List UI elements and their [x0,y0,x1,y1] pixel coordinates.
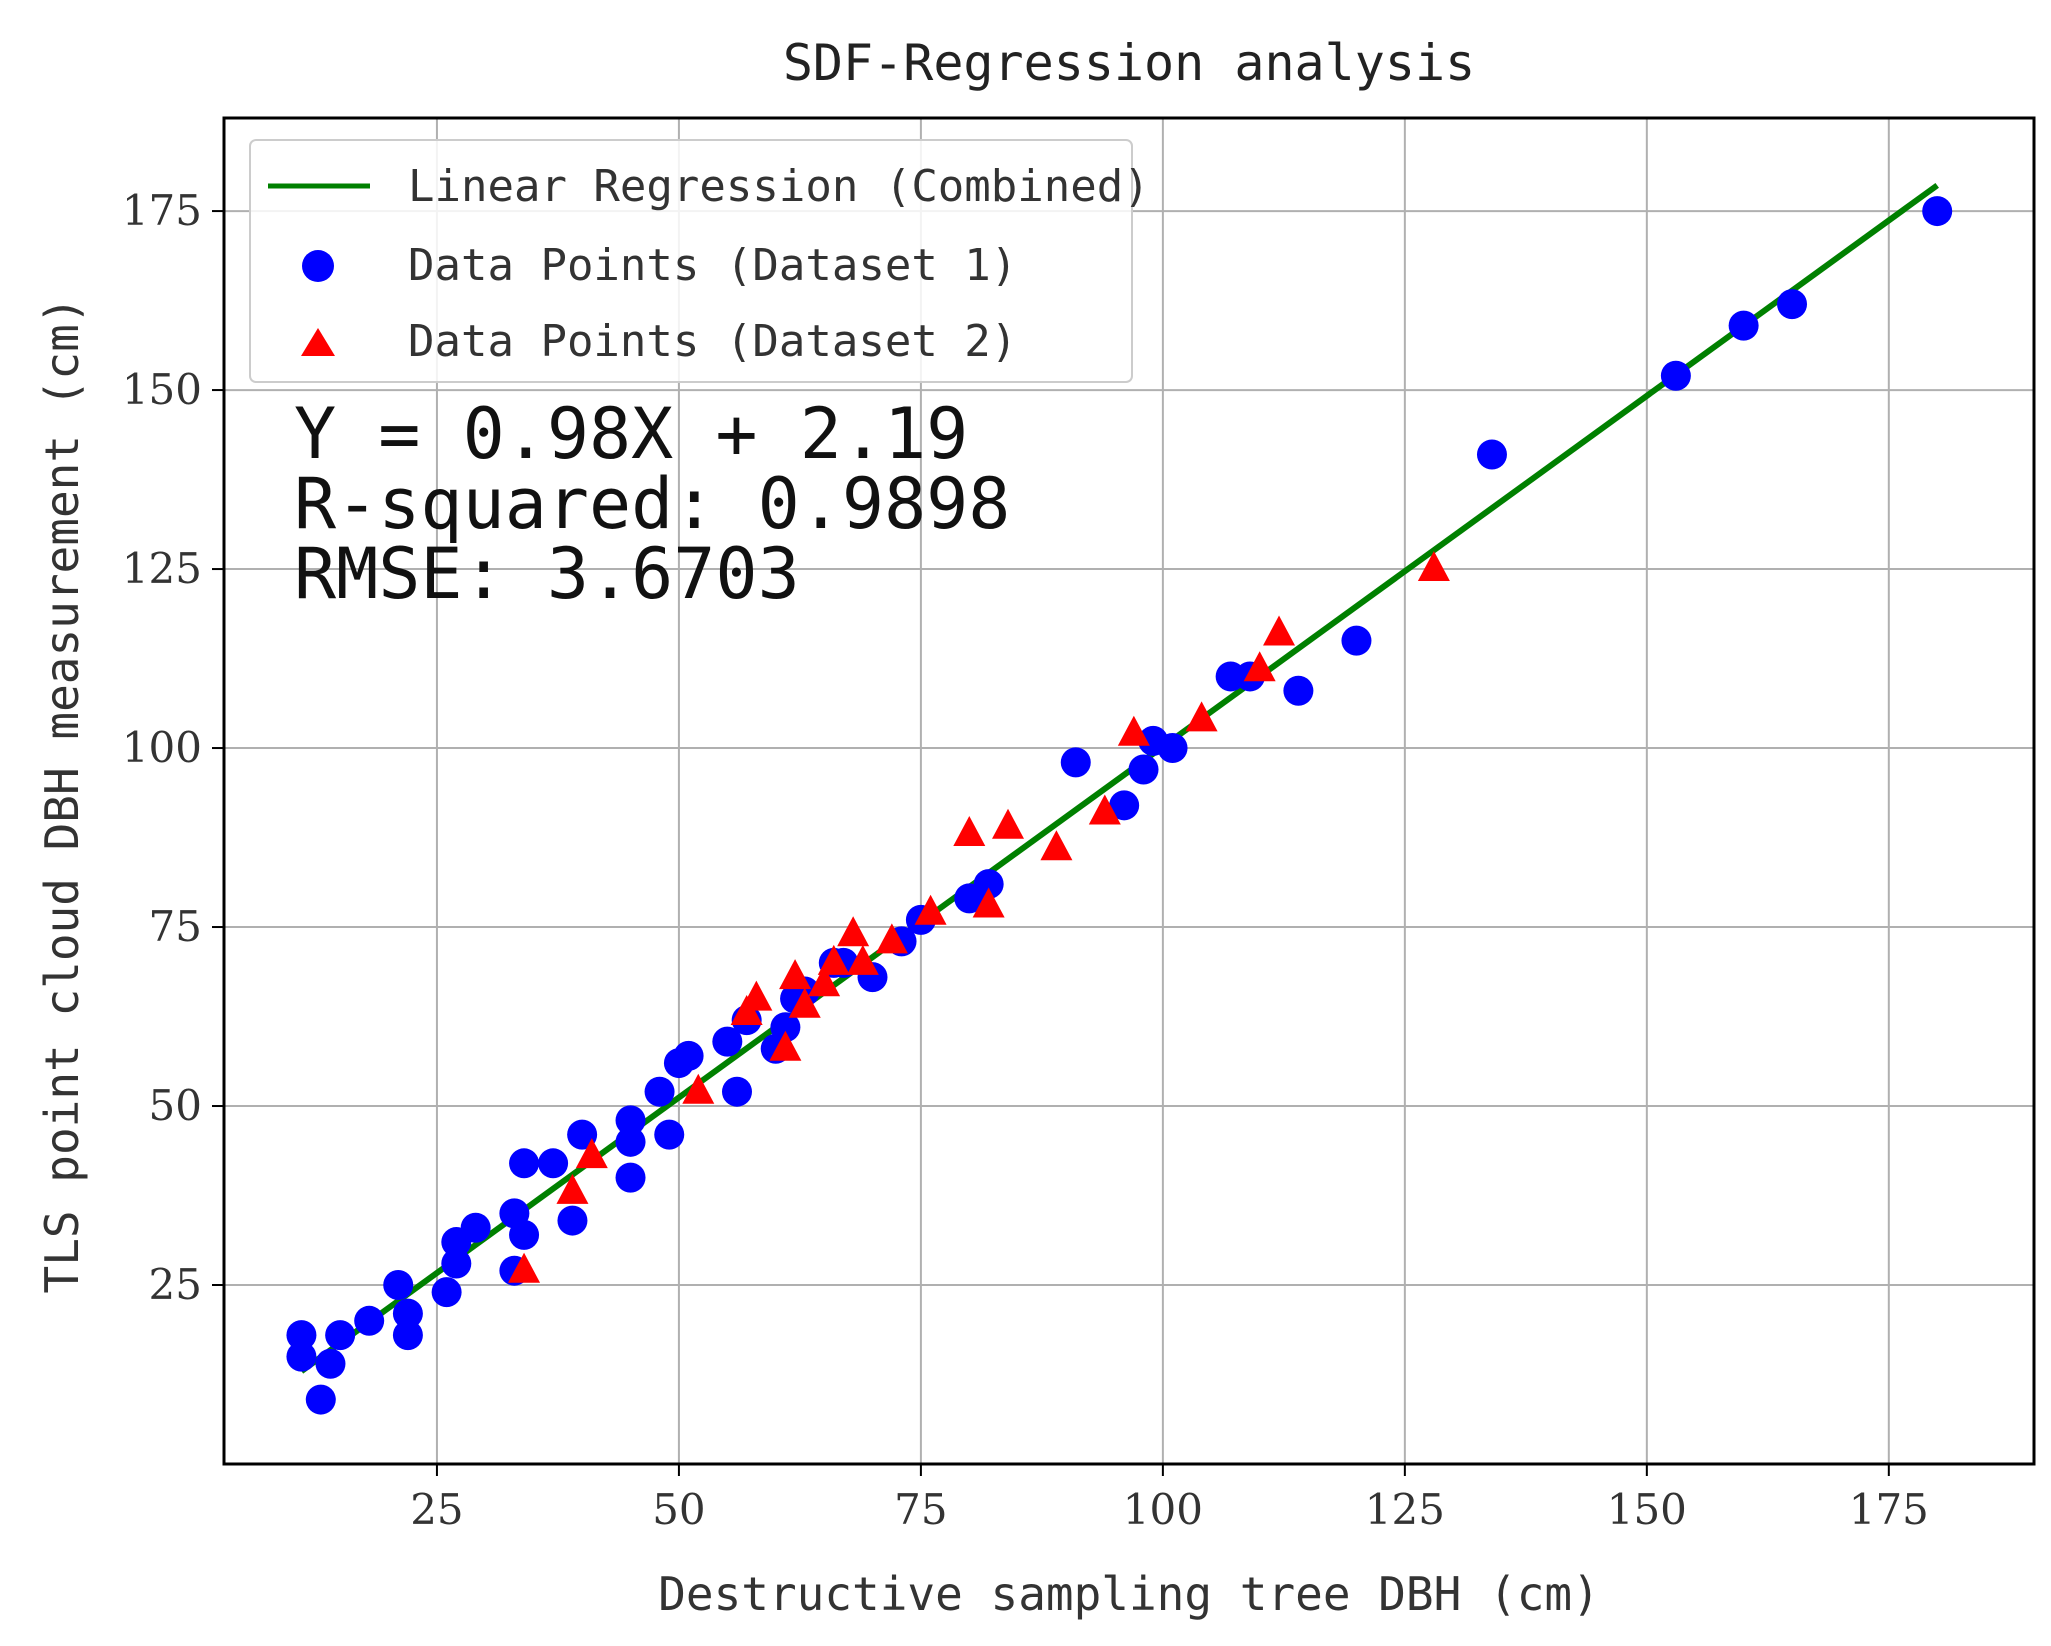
x-tick-label: 150 [1607,1485,1687,1534]
data-point-dataset-2 [914,894,947,925]
r-squared-text: R-squared: 0.9898 [294,463,1010,545]
legend-entry-regression: Linear Regression (Combined) [408,161,1150,212]
data-point-dataset-1 [305,1384,336,1415]
data-point-dataset-2 [788,987,821,1018]
data-point-dataset-1 [509,1219,540,1250]
data-point-dataset-2 [779,959,812,990]
y-tick-label: 25 [149,1260,202,1309]
data-point-dataset-1 [770,1012,801,1043]
y-tick-label: 175 [122,186,202,235]
x-tick-label: 75 [894,1485,947,1534]
data-point-dataset-2 [992,808,1025,839]
x-tick-label: 100 [1123,1485,1203,1534]
x-tick-label: 125 [1365,1485,1445,1534]
axis-ticks: 25 50 75 100 125 150 175 25 50 75 100 125 150 175 [122,186,1929,1534]
data-point-dataset-1 [1060,747,1091,778]
y-tick-label: 125 [122,544,202,593]
data-point-dataset-1 [557,1205,588,1236]
data-point-dataset-1 [712,1026,743,1057]
data-point-dataset-1 [431,1277,462,1308]
legend: Linear Regression (Combined) Data Points… [249,139,1150,383]
data-point-dataset-1 [615,1105,646,1136]
x-tick-label: 50 [652,1485,705,1534]
data-point-dataset-1 [315,1348,346,1379]
data-point-dataset-2 [1088,794,1121,825]
data-point-dataset-1 [567,1119,598,1150]
data-point-dataset-1 [721,1076,752,1107]
data-point-dataset-1 [392,1320,423,1351]
data-point-dataset-2 [817,944,850,975]
x-tick-label: 175 [1849,1485,1929,1534]
data-point-dataset-2 [1243,651,1276,682]
data-point-dataset-2 [1417,551,1450,582]
data-point-dataset-2 [808,966,841,997]
data-point-dataset-2 [1263,615,1296,646]
data-point-dataset-2 [953,815,986,846]
y-tick-label: 100 [122,723,202,772]
chart-title: SDF-Regression analysis [783,34,1475,92]
data-point-dataset-1 [1476,439,1507,470]
x-tick-label: 25 [410,1485,463,1534]
data-point-dataset-1 [1283,675,1314,706]
data-point-dataset-1 [973,869,1004,900]
data-point-dataset-1 [615,1126,646,1157]
data-point-dataset-2 [1040,830,1073,861]
data-point-dataset-1 [286,1341,317,1372]
plot-frame [222,116,2036,1466]
data-point-dataset-1 [392,1298,423,1329]
data-point-dataset-2 [1117,715,1150,746]
y-tick-label: 150 [122,365,202,414]
rmse-text: RMSE: 3.6703 [294,533,800,615]
legend-entry-dataset-1: Data Points (Dataset 1) [408,240,1017,291]
legend-box [249,139,1133,383]
data-point-dataset-1 [673,1040,704,1071]
data-point-dataset-1 [325,1320,356,1351]
data-point-dataset-2 [556,1173,589,1204]
legend-circle-swatch [302,250,334,282]
legend-triangle-swatch [301,328,335,356]
data-point-dataset-1 [354,1305,385,1336]
data-point-dataset-1 [383,1270,414,1301]
regression-equation: Y = 0.98X + 2.19 [294,393,968,475]
x-axis-label: Destructive sampling tree DBH (cm) [658,1567,1600,1621]
data-point-dataset-1 [441,1248,472,1279]
data-point-dataset-1 [654,1119,685,1150]
data-point-dataset-1 [286,1320,317,1351]
data-point-dataset-2 [837,916,870,947]
data-point-dataset-2 [508,1252,541,1283]
data-point-dataset-2 [1185,701,1218,732]
y-axis-label: TLS point cloud DBH measurement (cm) [35,297,89,1294]
data-point-dataset-2 [740,980,773,1011]
data-point-dataset-2 [682,1073,715,1104]
data-point-dataset-1 [644,1076,675,1107]
legend-entry-dataset-2: Data Points (Dataset 2) [408,316,1017,367]
data-point-dataset-2 [875,923,908,954]
data-point-dataset-1 [1341,625,1372,656]
data-point-dataset-1 [1922,196,1953,227]
data-point-dataset-1 [1660,360,1691,391]
data-point-dataset-2 [846,944,879,975]
y-tick-label: 75 [149,902,202,951]
data-point-dataset-1 [509,1148,540,1179]
data-point-dataset-2 [769,1030,802,1061]
data-point-dataset-1 [615,1162,646,1193]
data-point-dataset-1 [1157,733,1188,764]
data-point-dataset-1 [1128,754,1159,785]
data-point-dataset-2 [575,1138,608,1169]
data-point-dataset-1 [1109,790,1140,821]
data-point-dataset-1 [460,1212,491,1243]
data-point-dataset-1 [1777,289,1808,320]
data-points [286,196,1953,1415]
data-point-dataset-2 [972,887,1005,918]
y-tick-label: 50 [149,1081,202,1130]
data-point-dataset-1 [1728,310,1759,341]
data-point-dataset-1 [538,1148,569,1179]
